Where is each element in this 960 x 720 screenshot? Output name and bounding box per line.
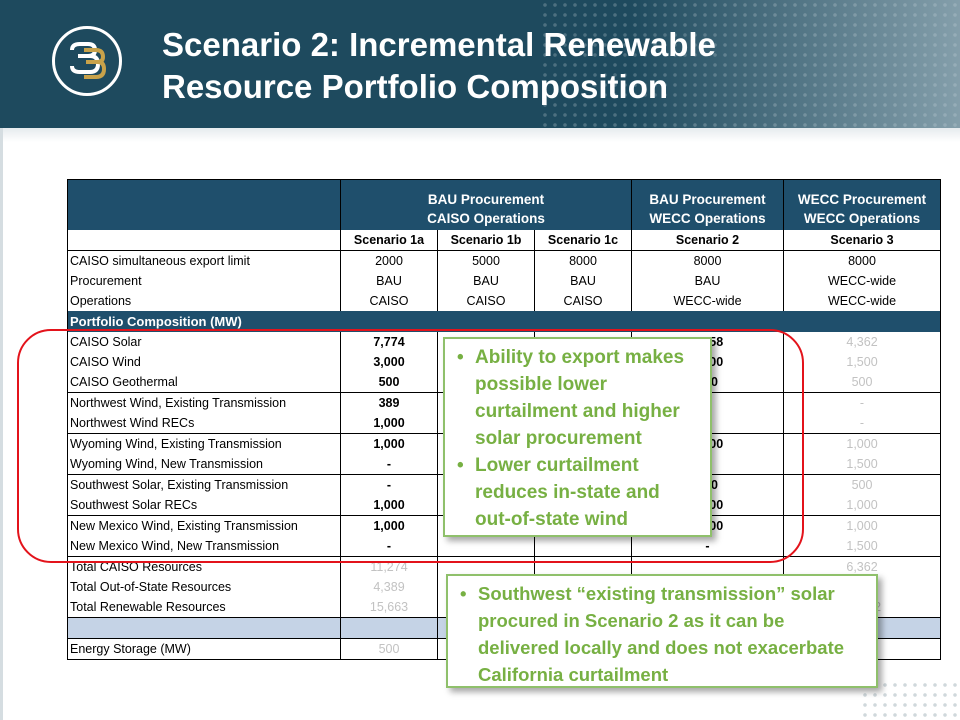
row-label: CAISO Solar: [67, 332, 341, 352]
group-header-bau-wecc: BAU Procurement WECC Operations: [631, 179, 785, 230]
table-row: New Mexico Wind, New Transmission - - 1,…: [67, 536, 942, 557]
row-label: Procurement: [67, 271, 341, 291]
row-label: Southwest Solar, Existing Transmission: [67, 474, 341, 495]
callout-box-southwest: Southwest “existing transmission” solar …: [446, 574, 878, 688]
slide-title-line2: Resource Portfolio Composition: [162, 68, 669, 105]
table-cell: CAISO: [437, 291, 535, 311]
table-cell: WECC-wide: [783, 271, 942, 291]
table-cell: WECC-wide: [783, 291, 942, 311]
table-cell: 3,000: [340, 352, 438, 372]
table-cell: BAU: [533, 271, 633, 291]
table-cell: 500: [783, 474, 942, 495]
row-label: Energy Storage (MW): [67, 638, 341, 660]
group-header-wecc-wecc: WECC Procurement WECC Operations: [783, 179, 942, 230]
table-cell: 500: [340, 372, 438, 393]
scenario-header: Scenario 3: [783, 230, 942, 251]
row-label: Northwest Wind RECs: [67, 413, 341, 434]
scenario-header: Scenario 1a: [340, 230, 438, 251]
company-logo-icon: [52, 26, 122, 96]
header-gradient: [630, 0, 960, 128]
table-cell: BAU: [340, 271, 438, 291]
table-cell: 1,500: [783, 454, 942, 475]
group-header-line: CAISO Operations: [427, 211, 545, 226]
table-group-header-row: BAU Procurement CAISO Operations BAU Pro…: [67, 179, 942, 230]
group-header-line: WECC Operations: [803, 211, 921, 226]
table-cell: CAISO: [533, 291, 633, 311]
group-header-line: BAU Procurement: [649, 192, 766, 207]
group-header-line: WECC Procurement: [797, 192, 927, 207]
callout-bullet: Southwest “existing transmission” solar …: [454, 580, 866, 688]
row-label: Total Renewable Resources: [67, 597, 341, 618]
table-cell: 1,500: [783, 352, 942, 372]
row-label: CAISO Wind: [67, 352, 341, 372]
scenario-header: Scenario 1c: [533, 230, 633, 251]
table-cell: WECC-wide: [631, 291, 785, 311]
table-cell: -: [783, 413, 942, 434]
table-cell: 1,500: [783, 536, 942, 557]
row-label: New Mexico Wind, New Transmission: [67, 536, 341, 557]
table-cell: CAISO: [340, 291, 438, 311]
table-cell: 2000: [340, 250, 438, 271]
table-cell: BAU: [631, 271, 785, 291]
slide-header: Scenario 2: Incremental Renewable Resour…: [0, 0, 960, 128]
table-cell: -: [783, 392, 942, 413]
table-row: Operations CAISO CAISO CAISO WECC-wide W…: [67, 291, 942, 311]
row-label: Operations: [67, 291, 341, 311]
highlight-outline: [17, 329, 804, 563]
row-label: Total Out-of-State Resources: [67, 577, 341, 597]
table-cell: 5000: [437, 250, 535, 271]
callout-bullets: Ability to export makes possible lower c…: [451, 344, 700, 533]
group-header-bau-caiso: BAU Procurement CAISO Operations: [339, 179, 633, 230]
table-cell: 1,000: [783, 515, 942, 536]
table-cell: 1,000: [783, 495, 942, 516]
callout-bullets: Southwest “existing transmission” solar …: [454, 580, 866, 688]
scenario-header: Scenario 1b: [437, 230, 535, 251]
row-label: Wyoming Wind, Existing Transmission: [67, 433, 341, 454]
table-cell: 8000: [783, 250, 942, 271]
row-label: New Mexico Wind, Existing Transmission: [67, 515, 341, 536]
table-cell: 500: [340, 638, 438, 660]
table-cell: 1,000: [340, 515, 438, 536]
row-label: CAISO simultaneous export limit: [67, 250, 341, 271]
table-corner-cell: [67, 179, 341, 230]
scenario-header-row: Scenario 1a Scenario 1b Scenario 1c Scen…: [67, 230, 942, 251]
table-row: CAISO simultaneous export limit 2000 500…: [67, 250, 942, 271]
table-cell: 389: [340, 392, 438, 413]
table-cell: 15,663: [340, 597, 438, 618]
table-cell: 1,000: [340, 495, 438, 516]
table-cell: BAU: [437, 271, 535, 291]
left-edge-bar: [0, 128, 3, 720]
table-cell: 4,362: [783, 332, 942, 352]
table-cell: 500: [783, 372, 942, 393]
group-header-line: WECC Operations: [649, 211, 766, 226]
slide-title: Scenario 2: Incremental Renewable Resour…: [162, 24, 716, 108]
table-cell: 8000: [533, 250, 633, 271]
callout-box-export: Ability to export makes possible lower c…: [443, 337, 712, 537]
scenario-header-blank: [67, 230, 341, 251]
row-label: Northwest Wind, Existing Transmission: [67, 392, 341, 413]
table-cell: 8000: [631, 250, 785, 271]
header-shadow: [0, 128, 960, 142]
table-cell: 1,000: [783, 433, 942, 454]
total-row: Total CAISO Resources 11,274 6,362: [67, 556, 942, 577]
scenario-header: Scenario 2: [631, 230, 785, 251]
table-cell: 6,362: [783, 556, 942, 577]
callout-bullet: Ability to export makes possible lower c…: [451, 344, 700, 452]
section-header-row: Portfolio Composition (MW): [66, 311, 942, 332]
table-cell: 1,000: [340, 413, 438, 434]
table-row: Procurement BAU BAU BAU BAU WECC-wide: [67, 271, 942, 291]
slide-title-line1: Scenario 2: Incremental Renewable: [162, 26, 716, 63]
row-label: Southwest Solar RECs: [67, 495, 341, 516]
row-label: Wyoming Wind, New Transmission: [67, 454, 341, 475]
group-header-line: BAU Procurement: [427, 192, 545, 207]
table-cell: 4,389: [340, 577, 438, 597]
callout-bullet: Lower curtailment reduces in-state and o…: [451, 452, 700, 533]
section-title: Portfolio Composition (MW): [66, 311, 942, 332]
